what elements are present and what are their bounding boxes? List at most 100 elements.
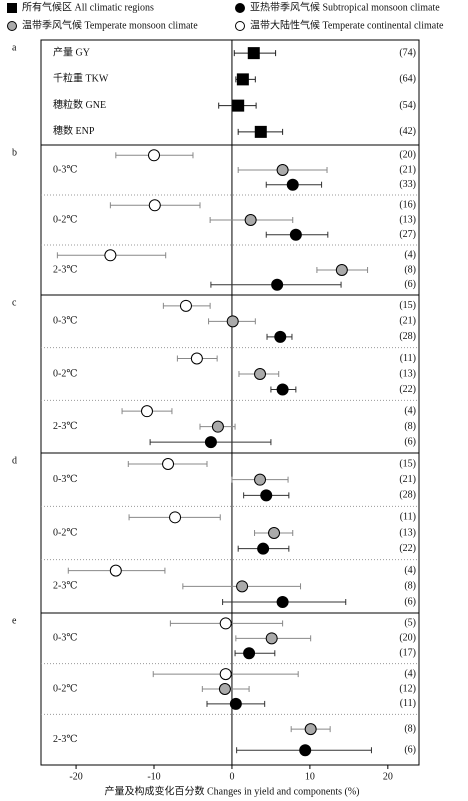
sample-size: (13) [399, 527, 416, 538]
sample-size: (12) [399, 683, 416, 694]
point-marker [276, 164, 289, 176]
x-tick-label: -10 [147, 771, 160, 782]
sample-size: (21) [399, 316, 416, 327]
sample-size: (4) [404, 250, 416, 261]
x-tick-label: -20 [69, 771, 82, 782]
plot-frame [40, 39, 420, 766]
sample-size: (21) [399, 474, 416, 485]
point-marker [335, 264, 348, 276]
sample-size: (15) [399, 458, 416, 469]
point-marker [169, 511, 182, 524]
point-marker [190, 352, 203, 365]
x-axis-label: 产量及构成变化百分数 Changes in yield and componen… [105, 784, 360, 797]
sample-size: (28) [399, 331, 416, 342]
sample-size: (28) [399, 490, 416, 501]
point-marker [109, 564, 122, 577]
legend-marker [235, 3, 245, 13]
sample-size: (27) [399, 229, 416, 240]
sample-size: (8) [404, 723, 416, 734]
group-label: 0-3℃ [53, 474, 78, 485]
sample-size: (4) [404, 668, 416, 679]
panel-label: b [12, 147, 17, 158]
panel-label: d [12, 455, 17, 466]
group-label: 0-2℃ [53, 368, 78, 379]
group-label: 0-2℃ [53, 683, 78, 694]
point-marker [268, 527, 281, 539]
point-marker [148, 199, 161, 212]
point-marker [148, 149, 161, 162]
x-tick-label: 20 [383, 771, 393, 782]
sample-size: (11) [400, 512, 416, 523]
point-marker [232, 99, 245, 112]
sample-size: (6) [404, 279, 416, 290]
panel-label: c [12, 297, 17, 308]
point-marker [276, 596, 289, 609]
point-marker [140, 405, 153, 418]
point-marker [243, 647, 256, 660]
sample-size: (64) [399, 74, 416, 85]
group-label: 千粒重 TKW [53, 72, 109, 85]
group-label: 穗数 ENP [53, 124, 95, 137]
sample-size: (22) [399, 543, 416, 554]
legend-label: 温带大陆性气候 Temperate continental climate [250, 18, 444, 31]
sample-size: (15) [399, 300, 416, 311]
point-marker [218, 683, 231, 695]
sample-size: (42) [399, 126, 416, 137]
sample-size: (4) [404, 405, 416, 416]
point-marker [265, 632, 278, 645]
group-label: 2-3℃ [53, 581, 78, 592]
sample-size: (22) [399, 384, 416, 395]
sample-size: (13) [399, 214, 416, 225]
legend-label: 亚热带季风气候 Subtropical monsoon climate [250, 0, 440, 13]
sample-size: (5) [404, 618, 416, 629]
group-label: 2-3℃ [53, 264, 78, 275]
point-marker [244, 214, 257, 226]
point-marker [276, 383, 289, 396]
point-marker [219, 617, 232, 630]
sample-size: (17) [399, 648, 416, 659]
x-tick-label: 0 [229, 771, 234, 782]
group-label: 0-3℃ [53, 164, 78, 175]
point-marker [229, 697, 242, 710]
sample-size: (33) [399, 179, 416, 190]
sample-size: (4) [404, 565, 416, 576]
panel-label: e [12, 615, 17, 626]
point-marker [104, 249, 117, 262]
legend-marker [7, 3, 17, 13]
sample-size: (6) [404, 436, 416, 447]
point-marker [257, 542, 270, 555]
legend-marker [7, 21, 17, 31]
point-marker [247, 47, 260, 60]
x-tick-label: 10 [305, 771, 315, 782]
group-label: 0-3℃ [53, 316, 78, 327]
panel-label: a [12, 42, 17, 53]
point-marker [219, 668, 232, 681]
point-marker [254, 473, 267, 486]
point-marker [236, 580, 249, 593]
sample-size: (8) [404, 264, 416, 275]
point-marker [289, 228, 302, 241]
group-label: 穗粒数 GNE [53, 98, 106, 111]
point-marker [179, 299, 192, 312]
point-marker [204, 436, 217, 449]
point-marker [254, 125, 267, 138]
point-marker [254, 368, 267, 380]
sample-size: (20) [399, 150, 416, 161]
group-label: 0-2℃ [53, 214, 78, 225]
sample-size: (74) [399, 47, 416, 58]
point-marker [226, 315, 239, 328]
point-marker [304, 723, 317, 736]
sample-size: (8) [404, 421, 416, 432]
legend-label: 温带季风气候 Temperate monsoon climate [22, 18, 198, 31]
group-label: 0-3℃ [53, 633, 78, 644]
sample-size: (11) [400, 353, 416, 364]
group-label: 2-3℃ [53, 734, 78, 745]
point-marker [162, 457, 175, 470]
point-marker [286, 178, 299, 191]
point-marker [274, 330, 287, 343]
legend-label: 所有气候区 All climatic regions [22, 0, 154, 13]
point-marker [271, 278, 284, 291]
group-label: 产量 GY [53, 45, 90, 58]
sample-size: (54) [399, 100, 416, 111]
